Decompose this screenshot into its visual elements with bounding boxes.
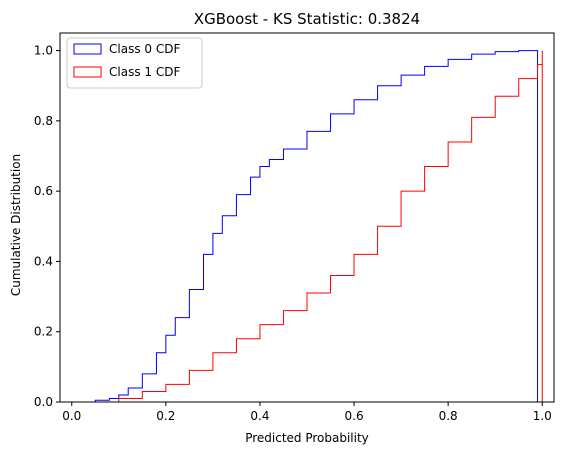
- plot-frame: [59, 32, 555, 403]
- series-line-class-0: [85, 50, 539, 403]
- y-tick-label: 0.6: [34, 184, 53, 198]
- legend-label-class-1: Class 1 CDF: [109, 65, 180, 79]
- legend-swatch-class-1: [73, 66, 102, 78]
- chart-title: XGBoost - KS Statistic: 0.3824: [194, 10, 420, 28]
- y-tick-label: 1.0: [34, 44, 53, 58]
- x-tick-label: 0.6: [345, 409, 364, 423]
- y-tick-label: 0.8: [34, 114, 53, 128]
- ticks-layer: 0.0 0.2 0.4 0.6 0.8 1.0 0.0 0.2 0.4 0.6 0.8 1.0: [34, 44, 552, 423]
- x-tick-label: 0.0: [62, 409, 81, 423]
- x-tick-label: 1.0: [533, 409, 552, 423]
- x-tick-label: 0.2: [156, 409, 175, 423]
- legend-swatch-class-0: [73, 43, 102, 55]
- y-tick-label: 0.2: [34, 325, 53, 339]
- legend-label-class-0: Class 0 CDF: [109, 42, 180, 56]
- x-tick-label: 0.4: [250, 409, 269, 423]
- series-line-class-1: [95, 50, 543, 403]
- x-axis-label: Predicted Probability: [245, 431, 369, 445]
- y-axis-label: Cumulative Distribution: [9, 154, 23, 296]
- legend: Class 0 CDF Class 1 CDF: [66, 37, 203, 89]
- x-tick-label: 0.8: [439, 409, 458, 423]
- series-layer: [85, 50, 543, 403]
- y-tick-label: 0.0: [34, 395, 53, 409]
- y-tick-label: 0.4: [34, 254, 53, 268]
